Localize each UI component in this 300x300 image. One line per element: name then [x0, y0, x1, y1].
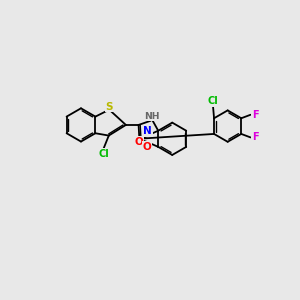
- Text: O: O: [135, 136, 144, 147]
- Text: Cl: Cl: [208, 96, 218, 106]
- Text: Cl: Cl: [98, 148, 109, 159]
- Text: S: S: [106, 102, 113, 112]
- Text: NH: NH: [144, 112, 160, 121]
- Text: F: F: [252, 110, 258, 120]
- Text: N: N: [143, 126, 152, 136]
- Text: F: F: [252, 132, 258, 142]
- Text: O: O: [143, 142, 152, 152]
